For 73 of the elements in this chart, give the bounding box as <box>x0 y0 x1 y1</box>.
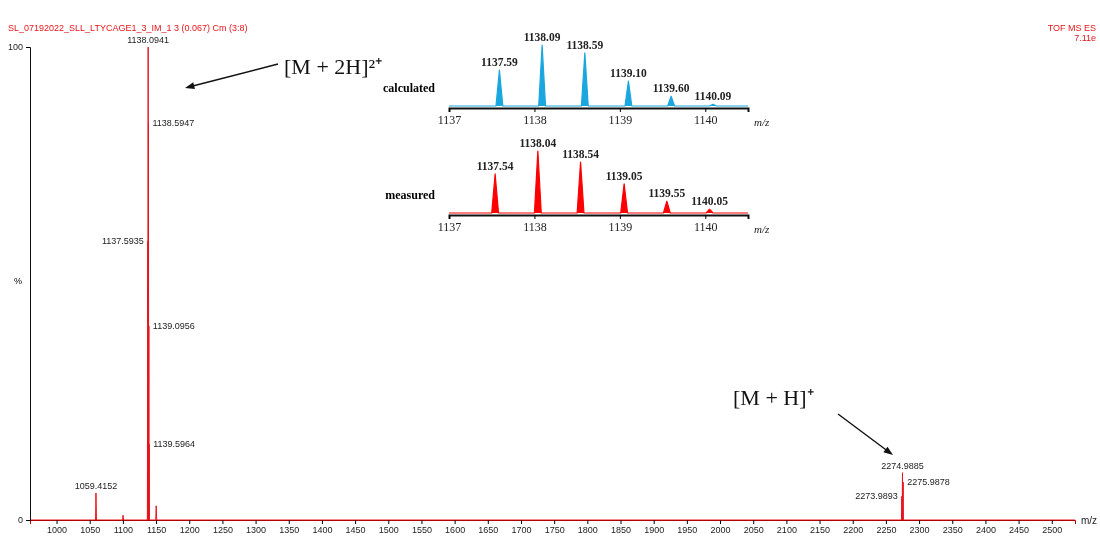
x-tick-label: 2050 <box>743 525 764 536</box>
x-tick-label: 2300 <box>909 525 930 536</box>
x-tick-label: 2100 <box>776 525 797 536</box>
chart-title: SL_07192022_SLL_LTYCAGE1_3_IM_1 3 (0.067) Cm (3:8) <box>8 23 248 33</box>
x-tick-label: 1140 <box>694 219 718 234</box>
annotation: 1137.59 <box>481 56 519 69</box>
x-tick-label: 1750 <box>544 525 565 536</box>
annotation: [M + 2H]²⁺ <box>284 54 383 79</box>
annotation: 1139.5964 <box>153 439 196 450</box>
y-axis-title: % <box>13 275 22 286</box>
x-tick-label: 1800 <box>577 525 598 536</box>
annotation: 1137.54 <box>476 159 514 172</box>
x-axis-title: m/z <box>754 223 770 235</box>
annotation: 1059.4152 <box>74 481 118 492</box>
annotation: 2275.9878 <box>907 477 950 488</box>
annotation: 1139.05 <box>605 169 643 182</box>
x-tick-label: 2200 <box>843 525 864 536</box>
x-axis-title: m/z <box>1081 515 1098 526</box>
annotation: 1138.59 <box>566 38 604 51</box>
text: TOF MS ES <box>1047 23 1096 33</box>
x-tick-label: 1139 <box>608 219 633 234</box>
x-tick-label: 1300 <box>246 525 267 536</box>
annotation: 1138.09 <box>523 31 561 43</box>
x-tick-label: 2350 <box>942 525 963 536</box>
x-tick-label: 1138 <box>523 112 547 127</box>
y-tick-label: 100 <box>7 42 23 53</box>
x-tick-label: 1139 <box>608 112 633 127</box>
x-tick-label: 2000 <box>710 525 731 536</box>
x-tick-label: 2450 <box>1009 525 1030 536</box>
x-tick-label: 1650 <box>478 525 499 536</box>
x-tick-label: 2400 <box>975 525 996 536</box>
x-tick-label: 1850 <box>610 525 632 536</box>
annotation: 1140.09 <box>694 90 732 103</box>
x-tick-label: 1000 <box>47 525 68 536</box>
x-tick-label: 1200 <box>179 525 200 536</box>
annotation: 1138.04 <box>519 137 557 149</box>
annotation: 1139.10 <box>610 66 648 79</box>
x-tick-label: 1450 <box>345 525 366 536</box>
annotation: 1139.0956 <box>152 321 195 332</box>
x-tick-label: 1137 <box>437 112 462 127</box>
annotation: 2274.9885 <box>881 460 924 471</box>
series-label: calculated <box>383 81 436 95</box>
x-tick-label: 1400 <box>312 525 333 536</box>
x-tick-label: 1137 <box>437 219 462 234</box>
x-tick-label: 1150 <box>146 525 167 536</box>
annotation: 1137.5935 <box>101 235 144 246</box>
x-tick-label: 1050 <box>80 525 101 536</box>
annotation: 1140.05 <box>691 195 729 208</box>
x-tick-label: 1600 <box>445 525 466 536</box>
x-tick-label: 2250 <box>876 525 897 536</box>
x-tick-label: 2150 <box>810 525 831 536</box>
x-tick-label: 1140 <box>694 112 718 127</box>
x-axis-title: m/z <box>754 116 770 128</box>
series-label: measured <box>385 188 436 202</box>
x-tick-label: 1138 <box>523 219 547 234</box>
x-tick-label: 1250 <box>212 525 233 536</box>
x-tick-label: 1500 <box>378 525 399 536</box>
annotation: 1139.55 <box>648 187 686 200</box>
annotation: 1138.54 <box>562 148 600 161</box>
x-tick-label: 1950 <box>677 525 698 536</box>
x-tick-label: 1550 <box>411 525 432 536</box>
x-tick-label: 1900 <box>644 525 665 536</box>
annotation: [M + H]⁺ <box>733 385 814 410</box>
x-tick-label: 1350 <box>279 525 300 536</box>
x-tick-label: 2500 <box>1042 525 1063 536</box>
annotation: 2273.9893 <box>855 491 898 502</box>
y-tick-label: 0 <box>17 515 23 526</box>
x-tick-label: 1700 <box>511 525 532 536</box>
annotation: 1139.60 <box>652 82 690 95</box>
annotation: 1138.0941 <box>127 35 170 45</box>
annotation: 1138.5947 <box>152 117 195 128</box>
x-tick-label: 1100 <box>113 525 134 536</box>
text: 7.11e <box>1074 33 1096 43</box>
